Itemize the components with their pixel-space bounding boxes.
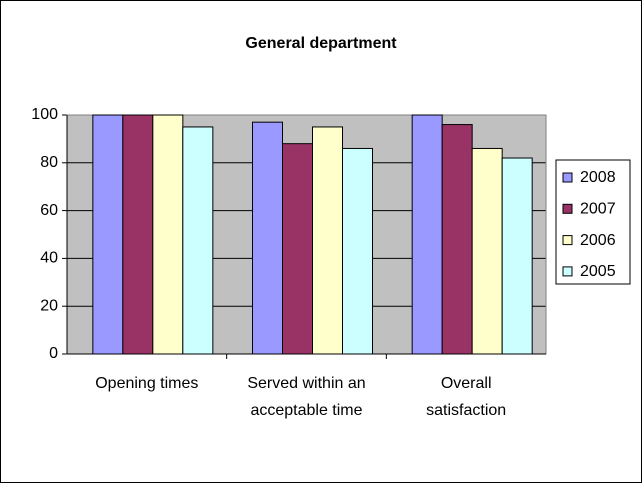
bar — [282, 143, 313, 355]
legend-swatch — [562, 172, 573, 183]
chart-title: General department — [245, 35, 397, 52]
y-tick-label: 60 — [40, 202, 58, 219]
x-tick-label: Served within an acceptable time — [247, 375, 365, 419]
bar — [92, 114, 124, 355]
legend-swatch — [562, 203, 573, 214]
bar — [182, 126, 214, 355]
bar — [152, 114, 184, 355]
legend-swatch — [562, 235, 573, 246]
x-tick-label: Opening times — [95, 375, 198, 392]
legend-label: 2008 — [580, 169, 616, 186]
bar — [342, 147, 373, 355]
y-tick-label: 20 — [40, 297, 58, 314]
y-tick-label: 100 — [31, 106, 58, 123]
bar — [441, 124, 473, 355]
bar — [122, 114, 154, 355]
bar — [411, 114, 443, 355]
y-tick-label: 40 — [40, 250, 58, 267]
bar — [501, 157, 533, 355]
y-tick-label: 0 — [49, 345, 58, 362]
bar — [252, 121, 283, 355]
bar — [312, 126, 343, 355]
legend-label: 2005 — [580, 263, 616, 280]
y-tick-label: 80 — [40, 154, 58, 171]
x-tick-label: Overall satisfaction — [426, 375, 506, 419]
legend-swatch — [562, 266, 573, 277]
legend-label: 2007 — [580, 201, 616, 218]
bar — [471, 147, 503, 355]
legend-label: 2006 — [580, 232, 616, 249]
